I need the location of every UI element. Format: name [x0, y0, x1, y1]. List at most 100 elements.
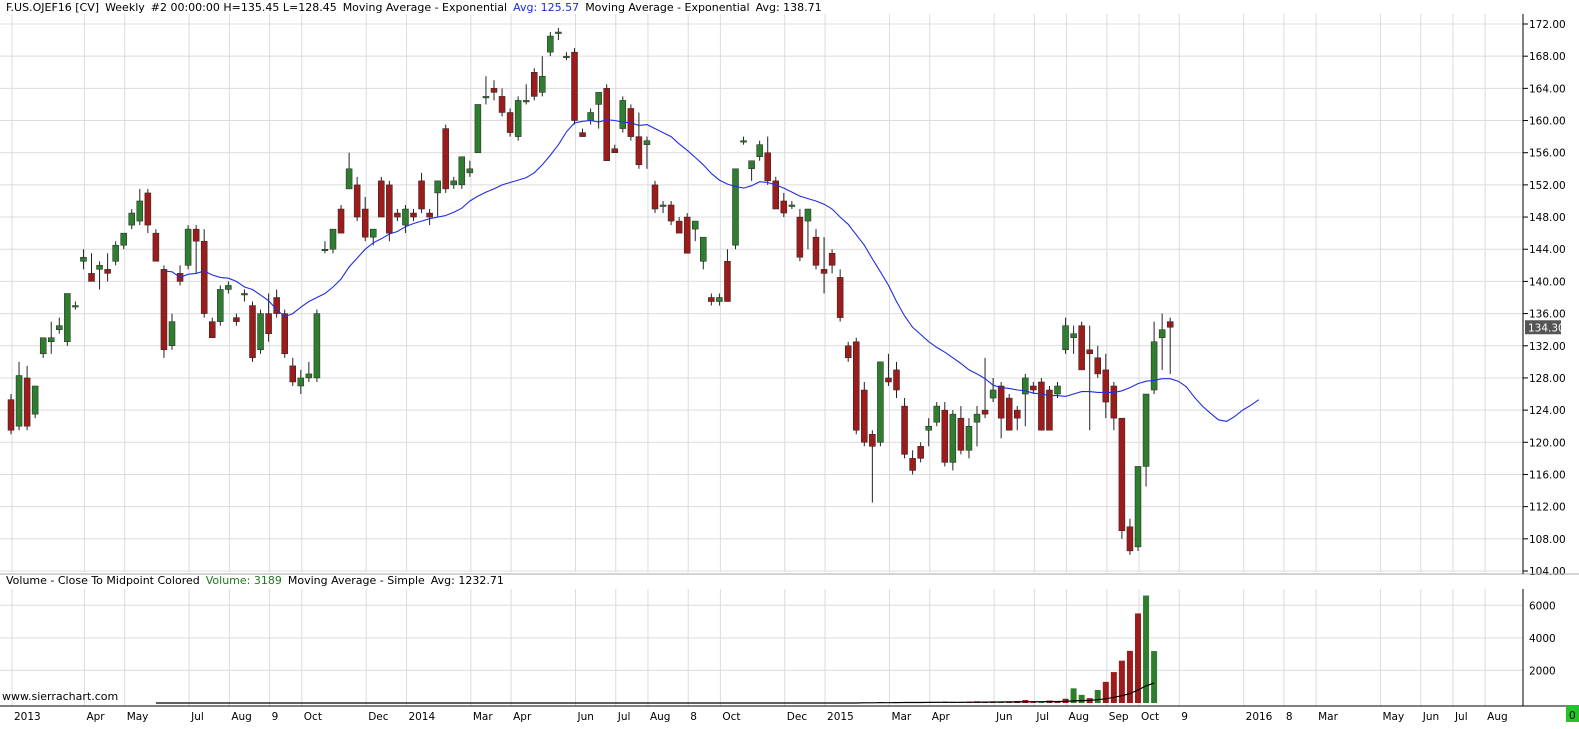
candle — [869, 430, 876, 503]
candle-body — [716, 297, 723, 302]
candle-body — [345, 168, 353, 190]
time-tick-label: Oct — [1141, 711, 1159, 723]
candle-body — [466, 168, 474, 174]
candle — [1005, 394, 1013, 431]
candle — [812, 229, 820, 270]
candle-body — [1070, 333, 1077, 338]
candle — [184, 225, 192, 270]
candle-body — [595, 92, 602, 105]
candle-body — [756, 144, 763, 157]
candle-body — [450, 180, 457, 186]
candle — [273, 289, 280, 318]
candle — [482, 76, 490, 105]
candle-body — [1110, 385, 1118, 419]
candle — [756, 140, 763, 161]
candle — [321, 241, 329, 254]
candle-body — [160, 269, 168, 351]
volume-bar — [1030, 702, 1037, 703]
candle — [981, 357, 989, 419]
candle-body — [1062, 325, 1069, 351]
candle — [128, 209, 135, 230]
candle-body — [498, 96, 506, 113]
last-price-box — [1525, 320, 1561, 335]
candle — [233, 313, 240, 326]
price-ema-line — [163, 119, 1260, 422]
candle — [861, 381, 868, 447]
time-tick-label: 2013 — [14, 711, 41, 723]
candle-body — [1166, 321, 1174, 328]
candle — [1094, 345, 1101, 378]
candle — [200, 229, 208, 318]
candle-body — [209, 321, 216, 338]
candle-body — [853, 341, 860, 431]
candle — [716, 293, 723, 306]
time-tick-label: 8 — [1286, 711, 1293, 723]
candle-body — [619, 100, 627, 129]
candle — [426, 209, 433, 226]
time-tick-label: Apr — [513, 711, 532, 723]
candle — [1030, 381, 1037, 395]
candle — [933, 402, 940, 427]
time-tick-label: Apr — [86, 711, 105, 723]
candle-body — [1102, 369, 1110, 403]
candle-body — [764, 152, 771, 182]
candle — [1166, 317, 1174, 374]
candle-body — [917, 446, 924, 459]
time-tick-label: Jul — [190, 711, 204, 723]
candle — [1086, 325, 1093, 431]
candle — [587, 108, 594, 125]
time-tick-label: Jul — [1454, 711, 1468, 723]
candle-body — [579, 132, 586, 137]
volume-bar — [1078, 694, 1085, 703]
time-tick-label: Aug — [1069, 711, 1090, 723]
candle — [877, 361, 884, 447]
candle — [498, 88, 506, 117]
volume-ma-name: Moving Average - Simple — [287, 574, 425, 587]
candle — [780, 192, 788, 218]
candle — [522, 84, 530, 105]
candle — [764, 136, 771, 185]
candle-body — [539, 76, 546, 93]
candle — [466, 160, 474, 177]
candle — [708, 293, 715, 306]
candle-body — [442, 128, 449, 190]
candle — [1158, 313, 1166, 370]
volume-bar — [1126, 650, 1133, 703]
candle — [442, 124, 449, 193]
candle — [643, 136, 651, 169]
time-tick-label: Mar — [891, 711, 911, 723]
candle — [39, 337, 47, 358]
candle — [337, 204, 345, 234]
candle — [241, 289, 248, 302]
candle — [579, 128, 586, 137]
volume-bar — [1118, 660, 1125, 703]
candle-body — [289, 365, 296, 383]
candle-body — [885, 377, 892, 383]
candle-body — [305, 373, 313, 379]
candle — [48, 321, 55, 354]
candle — [909, 450, 916, 475]
candle — [152, 229, 160, 262]
candle — [1110, 381, 1118, 431]
candle-body — [611, 148, 618, 153]
period-label: Weekly — [105, 1, 145, 14]
candle — [144, 188, 152, 234]
volume-bar — [1070, 688, 1077, 703]
volume-bar — [1006, 702, 1013, 703]
candle — [394, 209, 401, 222]
volume-study-name: Volume - Close To Midpoint Colored — [6, 574, 200, 587]
candle-body — [241, 293, 248, 296]
candle-body — [1046, 389, 1053, 431]
volume-panel-header: Volume - Close To Midpoint Colored Volume… — [6, 574, 510, 588]
candle — [667, 200, 675, 226]
candle-body — [15, 375, 23, 427]
candle — [329, 228, 337, 254]
candle — [1142, 393, 1150, 487]
candle-body — [643, 140, 651, 145]
candle — [901, 398, 908, 459]
volume-value: Volume: 3189 — [205, 574, 282, 587]
candle-body — [877, 361, 884, 443]
bar-info-label: #2 00:00:00 H=135.45 L=128.45 — [150, 1, 337, 14]
candle-body — [56, 325, 63, 330]
